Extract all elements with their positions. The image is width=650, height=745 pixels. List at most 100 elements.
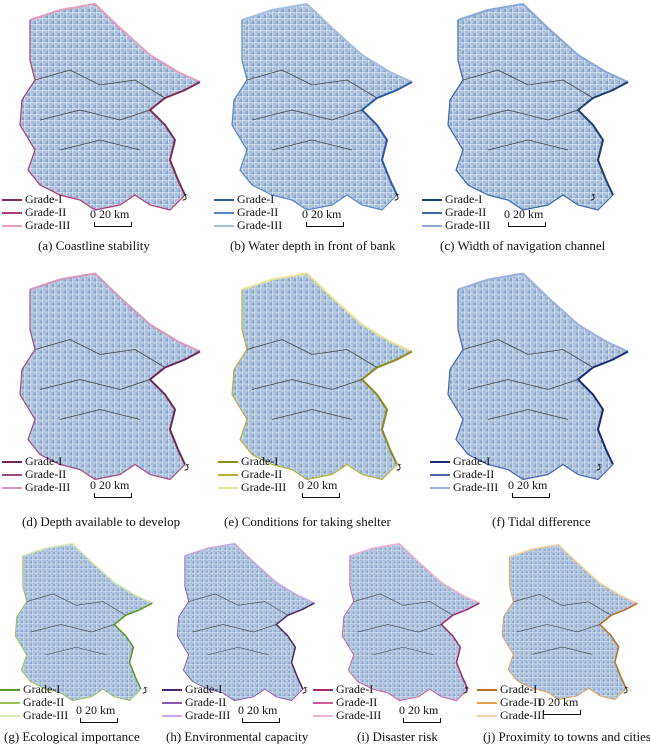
panel-i: Grade-I Grade-II Grade-III 0 20 km ⤴ (i)…	[313, 535, 487, 745]
legend-e: Grade-I Grade-II Grade-III	[218, 455, 286, 494]
legend-swatch	[218, 473, 238, 476]
legend-label: Grade-III	[500, 708, 546, 722]
scale-label: 0 20 km	[238, 703, 278, 717]
legend-label: Grade-III	[23, 708, 69, 722]
scale-bar-i: 0 20 km	[399, 703, 441, 723]
panel-a: Grade-I Grade-II Grade-III 0 20 km ⤴ (a)…	[0, 0, 210, 260]
legend-swatch	[313, 714, 333, 717]
legend-a: Grade-I Grade-II Grade-III	[2, 193, 70, 232]
legend-swatch	[2, 211, 22, 214]
panel-d: Grade-I Grade-II Grade-III 0 20 km ⤴ (d)…	[0, 262, 210, 532]
scale-label: 0 20 km	[76, 703, 116, 717]
panel-b: Grade-I Grade-II Grade-III 0 20 km ⤴ (b)…	[212, 0, 427, 260]
legend-label: Grade-I	[500, 682, 538, 696]
scale-line	[242, 718, 280, 723]
legend-swatch	[214, 211, 234, 214]
legend-row: Grade-III	[477, 709, 545, 722]
scale-label: 0 20 km	[399, 703, 439, 717]
map-i	[341, 542, 480, 702]
legend-row: Grade-III	[2, 219, 70, 232]
legend-swatch	[422, 198, 442, 201]
scale-line	[512, 493, 550, 498]
legend-label: Grade-I	[445, 192, 483, 206]
legend-label: Grade-II	[23, 695, 65, 709]
legend-f: Grade-I Grade-II Grade-III	[430, 455, 498, 494]
scale-bar-a: 0 20 km	[90, 207, 132, 227]
legend-swatch	[162, 701, 182, 704]
legend-swatch	[313, 701, 333, 704]
legend-swatch	[214, 198, 234, 201]
legend-swatch	[477, 701, 497, 704]
legend-label: Grade-III	[241, 480, 287, 494]
legend-row: Grade-I	[162, 683, 230, 696]
caption-h: (h) Environmental capacity	[166, 729, 309, 744]
panel-c: Grade-I Grade-II Grade-III 0 20 km ⤴ (c)…	[422, 0, 648, 260]
legend-swatch	[2, 198, 22, 201]
map-e	[231, 272, 413, 481]
legend-label: Grade-III	[445, 218, 491, 232]
legend-row: Grade-I	[422, 193, 490, 206]
legend-label: Grade-II	[500, 695, 542, 709]
legend-row: Grade-I	[218, 455, 286, 468]
scale-bar-j: 0 20 km	[539, 695, 581, 715]
map-d	[19, 272, 201, 481]
legend-swatch	[2, 486, 22, 489]
legend-label: Grade-I	[25, 454, 63, 468]
legend-j: Grade-I Grade-II Grade-III	[477, 683, 545, 722]
scale-line	[94, 222, 132, 227]
scale-bar-b: 0 20 km	[302, 207, 344, 227]
map-g	[14, 542, 153, 702]
legend-swatch	[477, 688, 497, 691]
scale-label: 0 20 km	[90, 207, 130, 221]
caption-e: (e) Conditions for taking shelter	[224, 514, 391, 529]
legend-row: Grade-II	[0, 696, 68, 709]
caption-i: (i) Disaster risk	[357, 729, 438, 744]
legend-row: Grade-I	[430, 455, 498, 468]
scale-label: 0 20 km	[508, 478, 548, 492]
legend-label: Grade-I	[185, 682, 223, 696]
caption-f: (f) Tidal difference	[492, 514, 591, 529]
map-f	[447, 272, 629, 481]
legend-i: Grade-I Grade-II Grade-III	[313, 683, 381, 722]
legend-label: Grade-I	[453, 454, 491, 468]
legend-label: Grade-III	[237, 218, 283, 232]
caption-c: (c) Width of navigation channel	[440, 238, 606, 253]
scale-line	[543, 710, 581, 715]
legend-label: Grade-II	[445, 205, 487, 219]
legend-row: Grade-II	[214, 206, 282, 219]
legend-row: Grade-III	[162, 709, 230, 722]
legend-row: Grade-III	[313, 709, 381, 722]
scale-label: 0 20 km	[504, 207, 544, 221]
legend-b: Grade-I Grade-II Grade-III	[214, 193, 282, 232]
panel-h: Grade-I Grade-II Grade-III 0 20 km ⤴ (h)…	[162, 535, 327, 745]
scale-bar-h: 0 20 km	[238, 703, 280, 723]
legend-h: Grade-I Grade-II Grade-III	[162, 683, 230, 722]
legend-label: Grade-II	[336, 695, 378, 709]
legend-swatch	[430, 460, 450, 463]
legend-row: Grade-I	[0, 683, 68, 696]
legend-swatch	[162, 688, 182, 691]
legend-row: Grade-I	[313, 683, 381, 696]
scale-bar-d: 0 20 km	[90, 478, 132, 498]
scale-line	[94, 493, 132, 498]
legend-row: Grade-I	[2, 455, 70, 468]
scale-line	[302, 493, 340, 498]
map-c	[447, 2, 629, 211]
legend-label: Grade-I	[241, 454, 279, 468]
map-j	[501, 543, 638, 701]
caption-b: (b) Water depth in front of bank	[230, 238, 396, 253]
legend-label: Grade-III	[25, 480, 71, 494]
legend-row: Grade-III	[218, 481, 286, 494]
legend-row: Grade-II	[422, 206, 490, 219]
legend-row: Grade-I	[214, 193, 282, 206]
legend-swatch	[313, 688, 333, 691]
panel-e: Grade-I Grade-II Grade-III 0 20 km ⤴ (e)…	[212, 262, 427, 532]
scale-bar-g: 0 20 km	[76, 703, 118, 723]
legend-swatch	[214, 224, 234, 227]
legend-label: Grade-II	[453, 467, 495, 481]
legend-swatch	[2, 473, 22, 476]
legend-swatch	[422, 224, 442, 227]
map-b	[231, 2, 413, 211]
caption-d: (d) Depth available to develop	[22, 514, 181, 529]
legend-label: Grade-II	[25, 467, 67, 481]
